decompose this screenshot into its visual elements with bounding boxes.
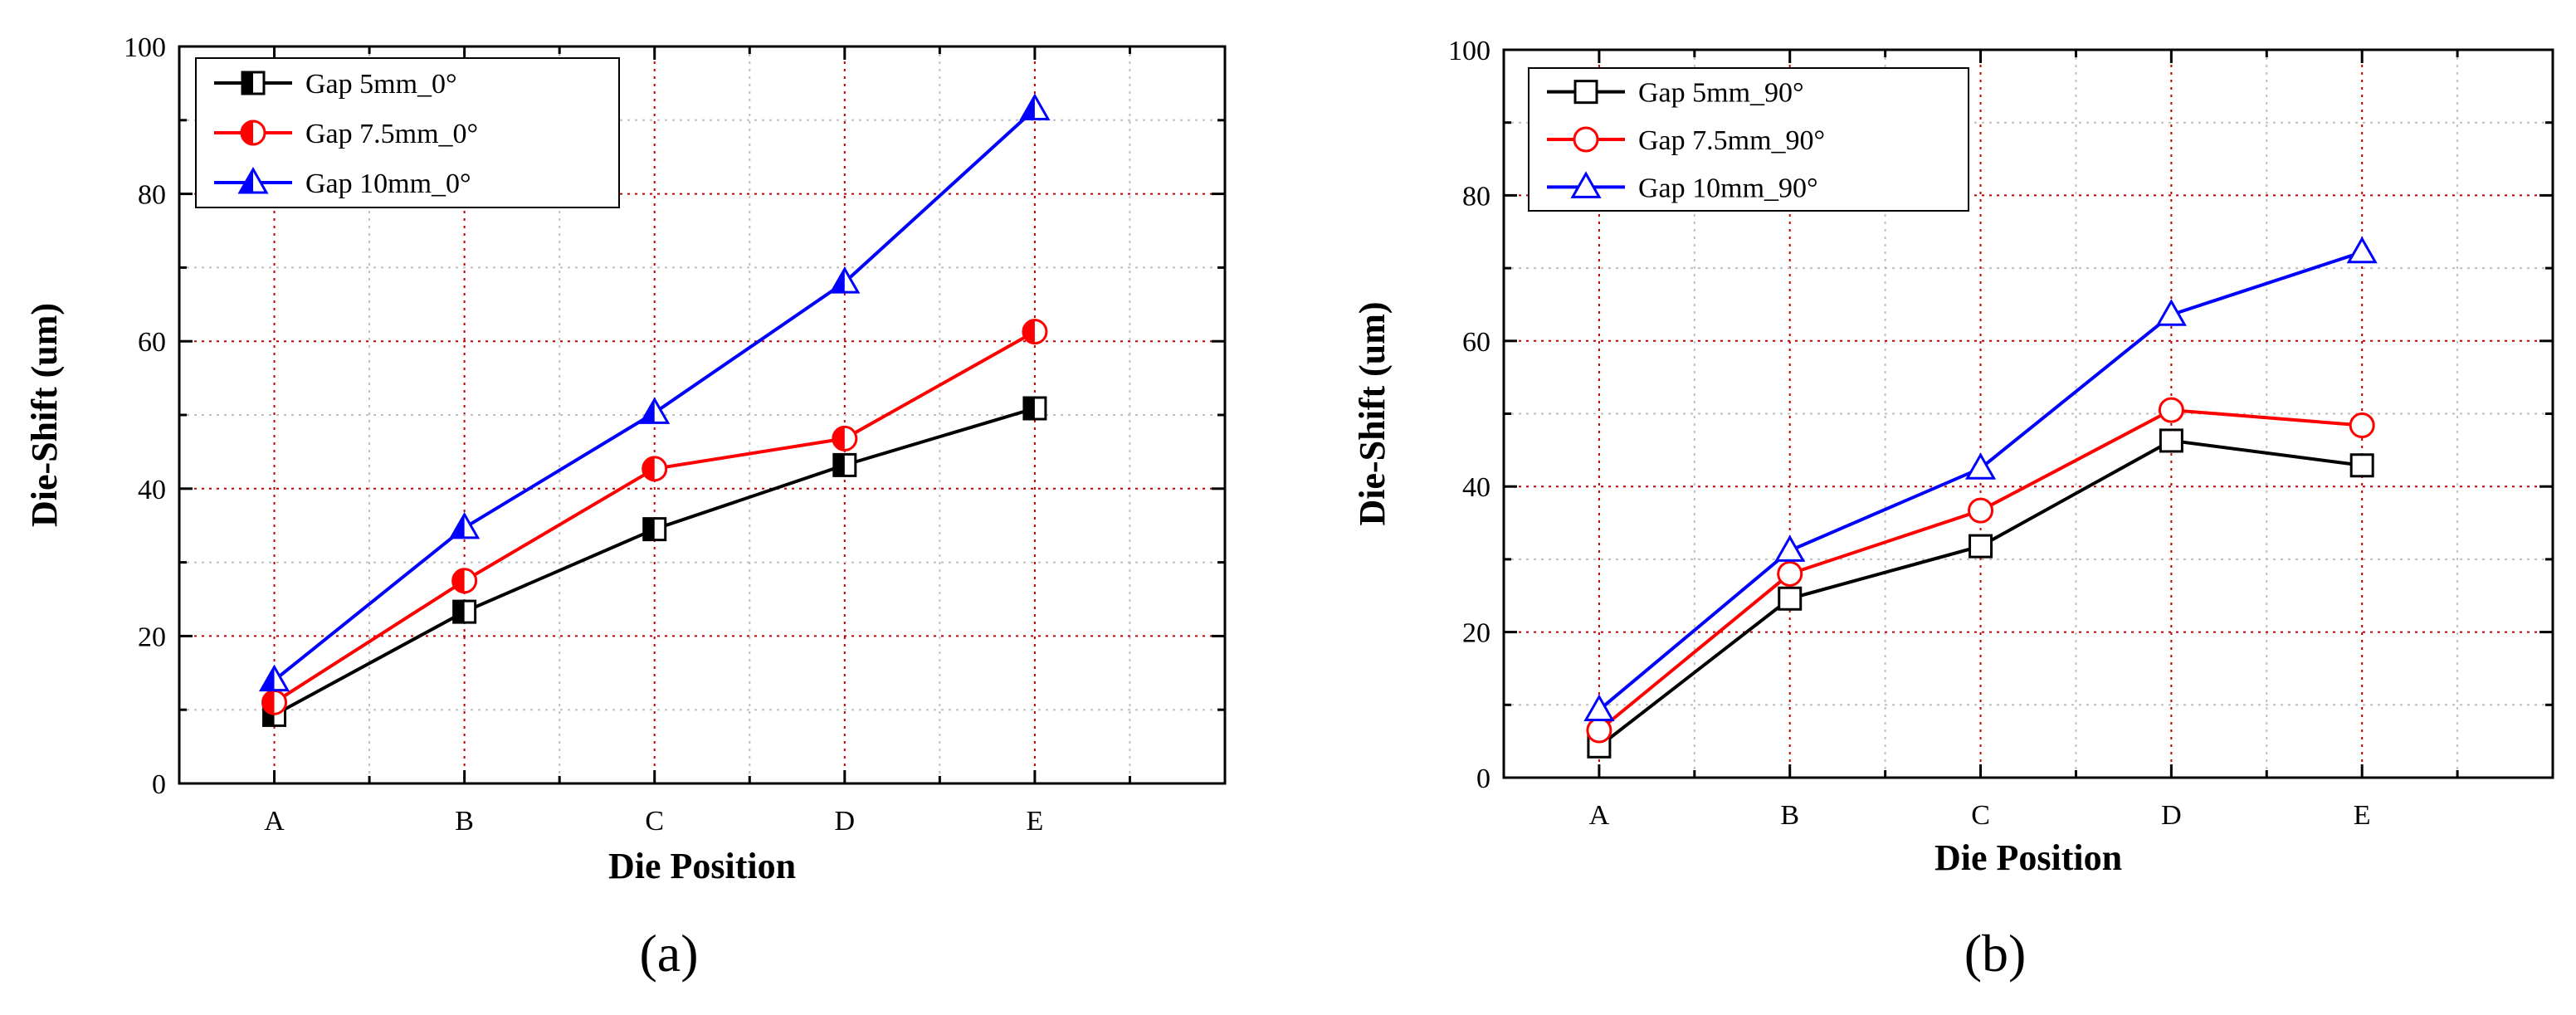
chart-a-legend-label: Gap 5mm_0°: [305, 69, 457, 100]
chart-a-ytick-label: 20: [138, 622, 166, 652]
chart-a-legend: Gap 5mm_0° Gap 7.5mm_0° Gap 10mm_0°: [195, 57, 620, 208]
chart-a-xtick-label: D: [835, 806, 856, 837]
chart-b-series-2-point: [2158, 397, 2184, 423]
chart-a-ytick-label: 80: [138, 180, 166, 211]
chart-a-series-3-point-fill: [261, 666, 275, 690]
chart-a-series-1: [262, 396, 1047, 727]
chart-a-series-2-point: [451, 568, 478, 594]
chart-b-series-3-point: [1964, 452, 1997, 480]
chart-a-legend-swatch-marker: [241, 71, 266, 95]
chart-a-series-1-point: [1022, 396, 1047, 421]
chart-a-legend-swatch-marker-fill: [242, 121, 253, 144]
chart-b-series-2-point: [1586, 717, 1612, 744]
chart-b-legend-label: Gap 5mm_90°: [1638, 78, 1804, 109]
chart-a-ytick-label: 0: [152, 769, 166, 800]
chart-a-series-2-point: [832, 425, 858, 451]
chart-a-legend-label: Gap 7.5mm_0°: [305, 119, 478, 149]
chart-a-xtick-label: A: [264, 806, 285, 837]
chart-a-series-2-point: [261, 689, 288, 715]
chart-a-series-3-point: [639, 397, 671, 424]
chart-b-panel: 0 20 40 60 80 100 A B C D E Die Position Die-Shift (…: [1352, 36, 2554, 983]
chart-b-series-3-point: [2155, 299, 2187, 326]
chart-a-series-3-point: [449, 511, 481, 539]
chart-b-xtick-label: B: [1780, 800, 1799, 831]
chart-a-series-3-point-fill: [451, 514, 465, 538]
chart-b-series-2-point: [2349, 412, 2375, 439]
chart-b-series-3: [1583, 236, 2378, 721]
chart-b-legend: Gap 5mm_90° Gap 7.5mm_90° Gap 10mm_90°: [1528, 67, 1969, 212]
chart-b-ytick-label: 60: [1462, 327, 1490, 358]
chart-a-xlabel: Die Position: [608, 846, 796, 886]
chart-b-series-3-point: [2346, 236, 2378, 264]
chart-b-series-1: [1587, 428, 2374, 759]
chart-a-series-3-point-fill: [1021, 95, 1035, 120]
chart-b-series-1-point: [1778, 586, 1803, 611]
chart-a-ylabel: Die-Shift (um): [24, 303, 65, 527]
chart-a-series-3-point: [1019, 93, 1051, 120]
chart-a-legend-swatch-marker-fill: [240, 169, 253, 193]
chart-a-series-3-point-fill: [641, 399, 655, 423]
chart-b-series-2-point: [1968, 497, 1994, 524]
chart-b-legend-swatch-marker: [1573, 80, 1598, 105]
chart-b-legend-swatch-marker: [1573, 126, 1599, 153]
chart-a-series-1-point: [832, 452, 857, 477]
chart-b-series-3-point: [1583, 694, 1615, 721]
chart-a-series-1-point-fill: [833, 454, 845, 476]
chart-a-series-3-point: [829, 266, 861, 294]
chart-b-ylabel: Die-Shift (um): [1352, 301, 1393, 525]
chart-a-series-3: [258, 93, 1051, 692]
chart-a-ytick-label: 100: [124, 32, 166, 63]
chart-b-series-2: [1586, 397, 2375, 744]
chart-a-legend-swatch-marker-fill: [242, 72, 253, 94]
chart-a-series-2-line: [273, 329, 1036, 705]
chart-a-xtick-label: B: [455, 806, 474, 837]
chart-a-series-3-point: [258, 664, 290, 692]
chart-b-series-1-point: [1969, 534, 1993, 559]
chart-a-series-2-point-fill: [1022, 320, 1035, 344]
chart-a-legend-swatch-marker: [240, 120, 266, 146]
chart-b-xlabel: Die Position: [1934, 837, 2122, 878]
chart-a-series-2-point-fill: [832, 427, 845, 451]
chart-b-ytick-label: 20: [1462, 618, 1490, 649]
chart-b-xtick-label: A: [1589, 800, 1610, 831]
chart-b-panel-label: (b): [1964, 924, 2027, 983]
chart-b-series-2-point: [1777, 560, 1803, 587]
chart-b-ytick-label: 100: [1448, 36, 1490, 66]
chart-a-series-2-point-fill: [642, 456, 655, 481]
chart-b-ytick-label: 80: [1462, 181, 1490, 212]
chart-b-series-1-point: [2159, 428, 2183, 453]
chart-b-series-3-point: [1774, 534, 1806, 562]
chart-a-panel-label: (a): [639, 924, 698, 983]
chart-a-series-1-point-fill: [1023, 398, 1035, 420]
chart-a-series-2-point: [642, 456, 668, 482]
chart-a-series-2-point: [1022, 319, 1048, 345]
chart-b-ytick-label: 0: [1476, 764, 1490, 794]
chart-a-panel: 0 20 40 60 80 100 A B C D E Die Position Die-Shift (…: [24, 32, 1227, 983]
chart-a-legend-swatch-marker: [237, 166, 269, 194]
chart-a-ytick-label: 60: [138, 327, 166, 358]
chart-b-legend-label: Gap 7.5mm_90°: [1638, 125, 1825, 156]
chart-a-series-2-point-fill: [452, 568, 465, 593]
chart-a-legend-label: Gap 10mm_0°: [305, 168, 471, 199]
chart-b-series-1-point: [2349, 453, 2374, 478]
chart-a-xtick-label: C: [645, 806, 664, 837]
chart-a-series-1-point-fill: [643, 518, 655, 540]
chart-a-series-1-point-fill: [453, 601, 465, 623]
chart-a-series-1-point: [452, 599, 477, 624]
chart-b-xtick-label: C: [1971, 800, 1990, 831]
chart-a-series-3-point-fill: [831, 269, 845, 293]
chart-b-xtick-label: E: [2354, 800, 2371, 831]
chart-a-series-1-point: [642, 517, 667, 542]
chart-a-ytick-label: 40: [138, 475, 166, 505]
chart-b-ytick-label: 40: [1462, 472, 1490, 503]
chart-b-legend-label: Gap 10mm_90°: [1638, 173, 1818, 203]
chart-b-legend-swatch-marker: [1570, 171, 1602, 198]
chart-a-series-2-point-fill: [262, 690, 275, 715]
chart-a-xtick-label: E: [1027, 806, 1044, 837]
chart-b-xtick-label: D: [2161, 800, 2182, 831]
chart-a-series-2: [261, 319, 1048, 715]
